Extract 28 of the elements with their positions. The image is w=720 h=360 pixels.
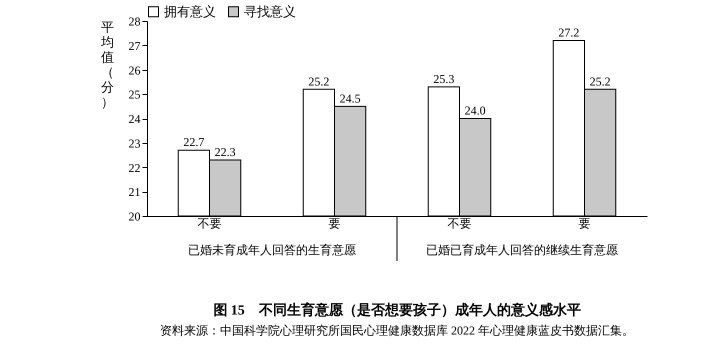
y-tick-label: 22 (128, 160, 140, 175)
data-label: 25.2 (590, 74, 611, 88)
data-label: 25.2 (308, 74, 330, 88)
legend-label: 拥有意义 (164, 4, 216, 19)
data-label: 27.2 (558, 26, 580, 40)
text: 已婚已育成年人回答的继续生育意愿 (426, 243, 618, 257)
y-tick-label: 20 (128, 210, 140, 224)
y-tick-label: 23 (128, 136, 140, 150)
y-tick-label: 28 (128, 14, 140, 28)
y-tick-label: 25 (128, 88, 140, 102)
x-tick-label: 不要 (198, 216, 222, 230)
y-tick-label: 26 (128, 63, 140, 78)
y-axis-title: 平均值（分） (100, 20, 114, 110)
data-label: 25.3 (433, 72, 454, 86)
x-tick-label: 要 (328, 216, 340, 230)
y-tick-label: 21 (128, 185, 140, 200)
x-tick-label: 要 (578, 216, 590, 230)
y-tick-label: 27 (128, 38, 140, 53)
legend-label: 寻找意义 (244, 4, 296, 19)
data-label: 24.5 (340, 91, 361, 106)
y-tick-label: 24 (128, 112, 140, 126)
data-label: 22.3 (214, 144, 236, 159)
data-label: 22.7 (183, 135, 204, 150)
text: 已婚未育成年人回答的生育意愿 (188, 243, 356, 257)
text: 资料来源：中国科学院心理研究所国民心理健康数据库 2022 年心理健康蓝皮书数据汇集。 (160, 324, 634, 338)
text: 图 15 不同生育意愿（是否想要孩子）成年人的意义感水平 (213, 302, 581, 318)
x-tick-label: 不要 (448, 216, 472, 230)
data-label: 24.0 (464, 104, 486, 118)
